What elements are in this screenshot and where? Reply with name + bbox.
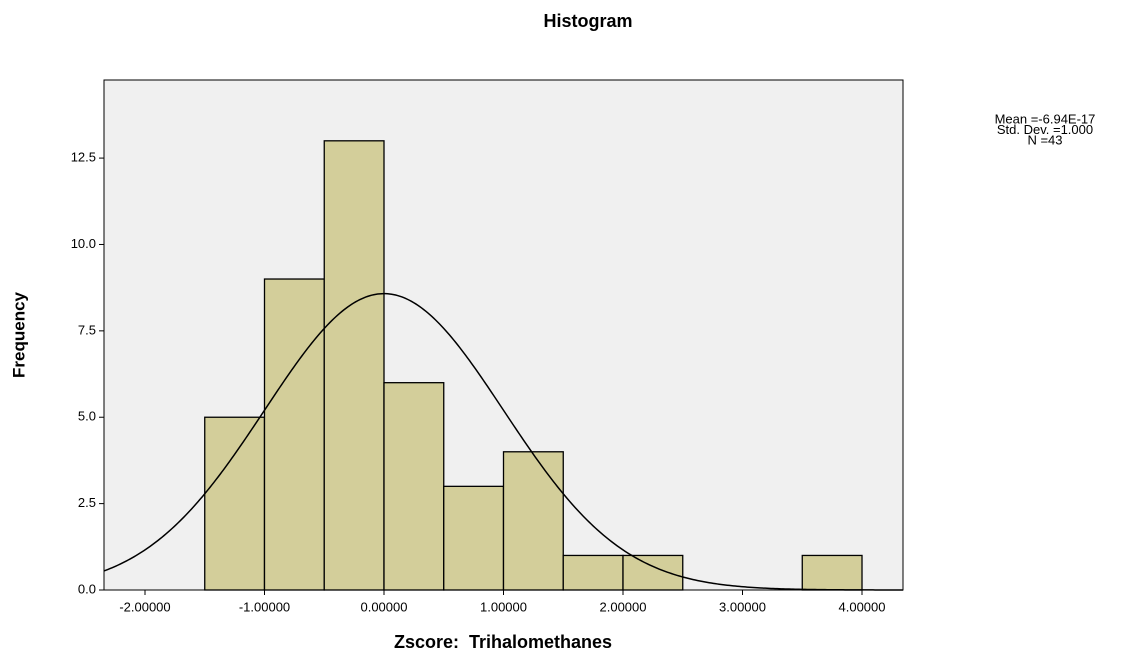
x-tick-label: 1.00000 xyxy=(480,599,527,614)
y-tick-label: 7.5 xyxy=(78,322,96,337)
bar xyxy=(801,554,863,591)
y-tick-label: 12.5 xyxy=(71,150,96,165)
x-tick-label: 4.00000 xyxy=(839,599,886,614)
bar xyxy=(263,278,325,591)
bar xyxy=(323,140,385,591)
y-tick-label: 2.5 xyxy=(78,495,96,510)
stat-label: Mean =-6.94E-17 xyxy=(995,111,1096,126)
bar xyxy=(383,382,445,591)
plot-frame xyxy=(103,79,904,591)
x-axis-label: Zscore: Trihalomethanes xyxy=(394,632,612,652)
chart-title: Histogram xyxy=(543,11,632,31)
y-tick-label: 5.0 xyxy=(78,409,96,424)
stat-label: Std. Dev. =1.000 xyxy=(997,122,1093,137)
bar xyxy=(502,451,564,591)
bar xyxy=(562,554,624,591)
y-axis-label: Frequency xyxy=(9,291,28,378)
bar xyxy=(622,554,684,591)
normal-curve xyxy=(103,292,904,591)
x-tick-label: -2.00000 xyxy=(119,599,170,614)
bar xyxy=(443,485,505,591)
stat-label: N =43 xyxy=(1027,132,1062,147)
x-tick-label: -1.00000 xyxy=(239,599,290,614)
x-tick-label: 0.00000 xyxy=(360,599,407,614)
x-tick-label: 2.00000 xyxy=(600,599,647,614)
y-tick-label: 0.0 xyxy=(78,581,96,596)
bar xyxy=(204,416,266,591)
y-tick-label: 10.0 xyxy=(71,236,96,251)
x-tick-label: 3.00000 xyxy=(719,599,766,614)
